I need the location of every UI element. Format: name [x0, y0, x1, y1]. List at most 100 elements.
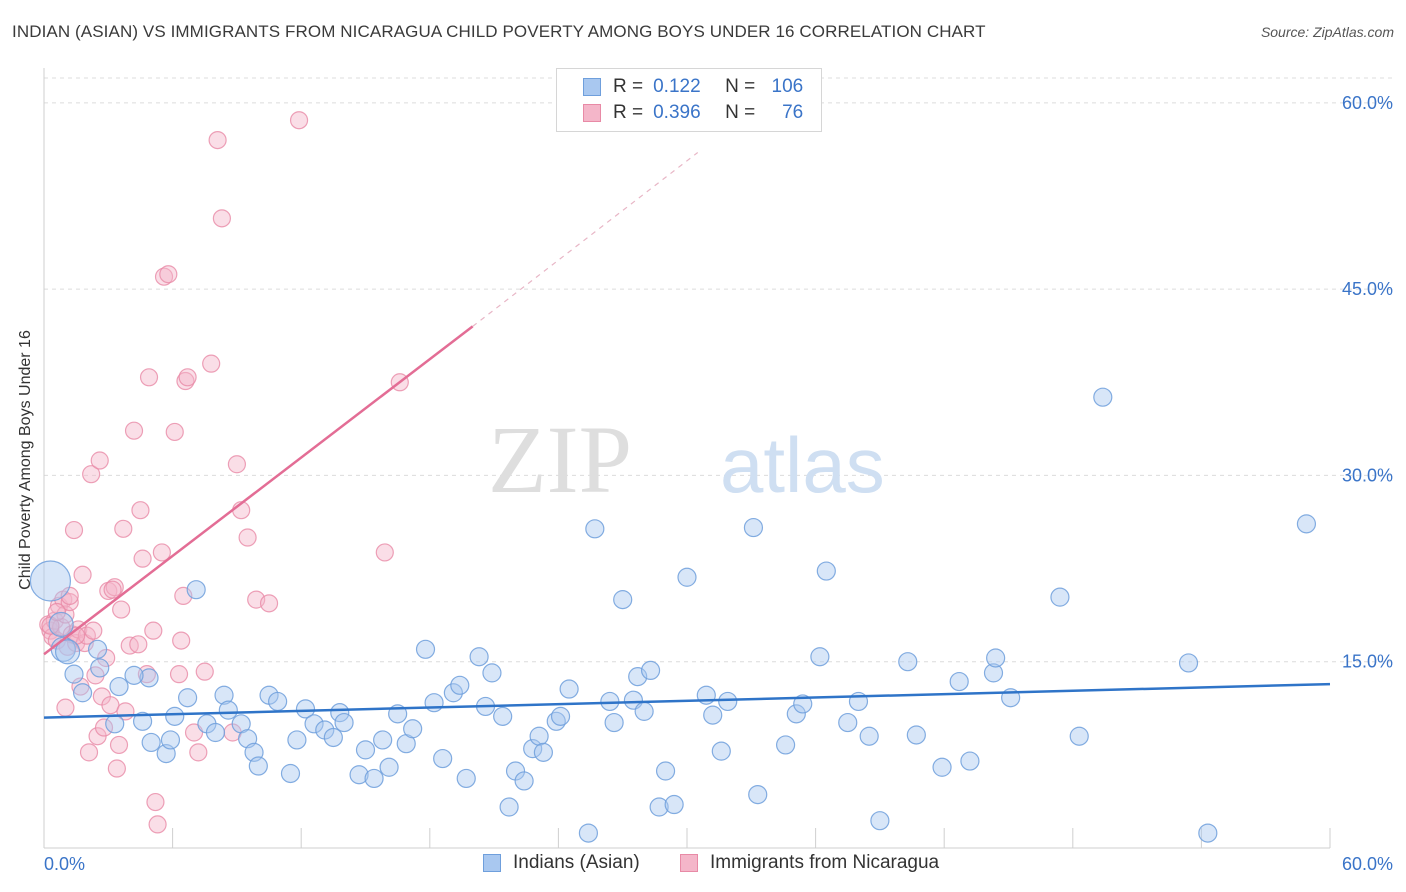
nicaragua-point: [103, 580, 122, 599]
indian-point: [87, 639, 108, 659]
x-tick-label: 0.0%: [44, 854, 85, 874]
indian-point: [433, 748, 453, 769]
indian-point: [838, 712, 858, 733]
nicaragua-point: [148, 815, 167, 834]
nicaragua-point: [144, 621, 163, 640]
indian-point: [703, 705, 723, 725]
indian-point: [295, 699, 316, 719]
nicaragua-point: [105, 578, 124, 597]
indian-point: [499, 797, 519, 817]
indian-point: [280, 763, 301, 784]
indian-point: [48, 611, 74, 638]
indian-point: [640, 660, 661, 681]
nicaragua-point: [84, 621, 103, 640]
indian-point: [960, 751, 980, 771]
indian-point: [64, 664, 84, 684]
watermark-zip: ZIP: [488, 406, 632, 513]
indian-point: [109, 676, 129, 697]
indian-point: [775, 735, 796, 755]
legend-swatch-indians: [483, 854, 501, 872]
indian-point: [718, 691, 738, 712]
nicaragua-point: [238, 528, 257, 547]
nicaragua-point: [212, 209, 231, 228]
indian-point: [482, 663, 502, 683]
legend-item-nicaragua[interactable]: Immigrants from Nicaragua: [680, 852, 939, 874]
nicaragua-point: [131, 501, 150, 520]
nicaragua-point: [73, 565, 92, 584]
indian-point: [1296, 514, 1317, 534]
source-credit: Source: ZipAtlas.com: [1260, 24, 1394, 40]
indian-point: [349, 765, 369, 785]
indian-point: [373, 730, 393, 750]
nicaragua-point: [178, 368, 197, 387]
indian-point: [139, 668, 159, 688]
legend-row-indians: R = 0.122 N = 106: [583, 75, 803, 99]
indian-point: [529, 726, 549, 746]
nicaragua-point: [172, 631, 191, 650]
indian-point: [379, 757, 399, 777]
indian-point: [816, 561, 836, 581]
nicaragua-point: [90, 451, 109, 470]
indian-point: [330, 703, 350, 723]
indian-point: [514, 771, 534, 791]
indian-point: [364, 768, 384, 789]
nicaragua-points: [39, 111, 409, 834]
indian-point: [443, 683, 463, 703]
y-tick-label: 45.0%: [1342, 279, 1393, 299]
nicaragua-point: [146, 792, 165, 812]
nicaragua-point: [169, 665, 189, 684]
indian-point: [664, 794, 684, 815]
nicaragua-point: [152, 543, 171, 562]
nicaragua-trend-extension: [472, 152, 699, 327]
indian-point: [1069, 726, 1089, 746]
y-tick-label: 60.0%: [1342, 93, 1393, 113]
indian-point: [493, 706, 513, 726]
legend-item-indians[interactable]: Indians (Asian): [483, 852, 640, 874]
nicaragua-point: [195, 662, 214, 681]
indian-point: [124, 665, 144, 685]
indian-point: [1178, 653, 1199, 673]
nicaragua-point: [82, 465, 101, 484]
indian-point: [450, 675, 470, 695]
nicaragua-point: [165, 422, 184, 442]
nicaragua-point: [202, 354, 221, 373]
indian-point: [165, 706, 185, 726]
indian-point: [424, 693, 444, 713]
indian-point: [160, 730, 181, 750]
indian-point: [523, 739, 543, 759]
indian-point: [898, 652, 918, 672]
legend-r-label: R =: [613, 102, 644, 123]
y-tick-label: 15.0%: [1342, 652, 1393, 672]
indian-point: [268, 691, 288, 712]
indian-point: [786, 704, 806, 724]
trend-lines: [43, 152, 1331, 719]
correlation-legend: R = 0.122 N = 106 R = 0.396 N = 76: [556, 68, 822, 132]
indian-point: [1093, 387, 1113, 407]
legend-n-label: N =: [725, 76, 756, 97]
indian-point: [743, 517, 764, 538]
y-axis-label: Child Poverty Among Boys Under 16: [17, 330, 34, 590]
indian-point: [949, 671, 969, 692]
axes: [43, 68, 1331, 849]
indian-point: [550, 706, 571, 726]
indian-point: [870, 811, 890, 831]
nicaragua-point: [133, 549, 152, 568]
indian-point: [403, 719, 423, 739]
indian-point: [986, 648, 1006, 668]
indian-point: [415, 639, 436, 659]
indian-point: [649, 797, 669, 817]
nicaragua-point: [107, 759, 126, 778]
indian-point: [578, 823, 599, 843]
indian-point: [141, 732, 161, 753]
indian-point: [585, 519, 605, 539]
nicaragua-point: [109, 735, 129, 755]
nicaragua-point: [208, 130, 227, 150]
indian-point: [655, 761, 676, 781]
nicaragua-point: [94, 718, 114, 737]
indian-point: [287, 730, 307, 750]
indian-point: [983, 663, 1004, 683]
nicaragua-point: [227, 455, 246, 474]
legend-swatch-nicaragua: [680, 854, 698, 872]
indian-point: [1198, 823, 1218, 843]
